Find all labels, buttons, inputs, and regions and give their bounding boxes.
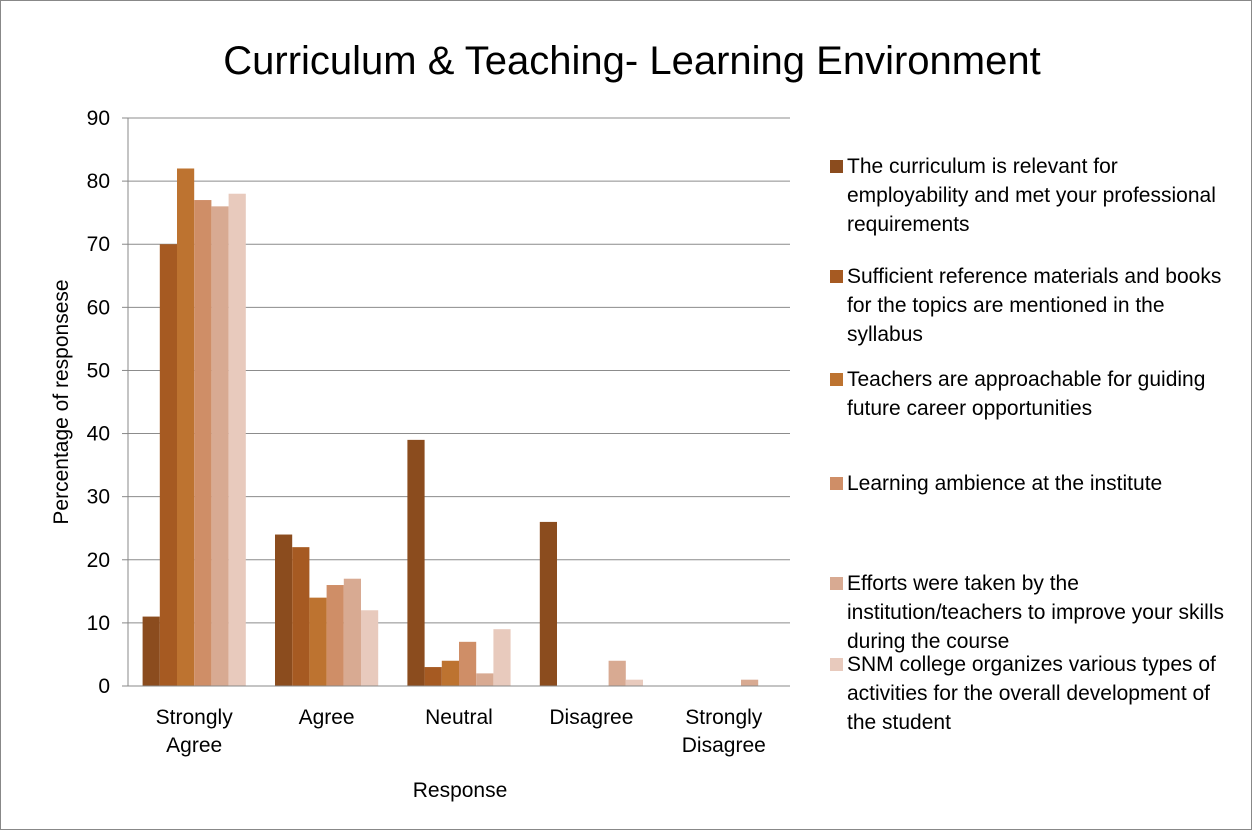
y-axis-title: Percentage of responsese xyxy=(50,279,73,524)
bar xyxy=(177,168,195,686)
x-tick-label: Neutral xyxy=(425,706,493,729)
legend-item: Efforts were taken by the institution/te… xyxy=(830,569,1230,656)
y-tick-label: 70 xyxy=(87,233,110,256)
x-tick-label: Agree xyxy=(299,706,355,729)
x-axis-title: Response xyxy=(413,779,508,802)
bar xyxy=(539,521,557,686)
x-tick-label: Strongly Disagree xyxy=(682,706,766,757)
legend-swatch xyxy=(830,373,843,386)
bar xyxy=(343,578,361,686)
bar xyxy=(741,679,759,686)
legend-item: Teachers are approachable for guiding fu… xyxy=(830,365,1230,423)
legend-swatch xyxy=(830,477,843,490)
legend-item: Sufficient reference materials and books… xyxy=(830,262,1230,349)
y-tick-label: 20 xyxy=(87,549,110,572)
bar xyxy=(309,597,327,686)
bar xyxy=(625,679,643,686)
x-tick-label: Strongly Agree xyxy=(156,706,234,757)
bar xyxy=(424,667,442,686)
y-tick-label: 0 xyxy=(98,675,110,698)
bar xyxy=(142,616,160,686)
y-tick-label: 40 xyxy=(87,423,110,446)
bar xyxy=(194,200,212,687)
y-tick-label: 30 xyxy=(87,486,110,509)
bar xyxy=(441,660,459,686)
bar xyxy=(608,660,626,686)
bar xyxy=(361,610,379,686)
legend-label: The curriculum is relevant for employabi… xyxy=(847,155,1216,236)
legend-label: Efforts were taken by the institution/te… xyxy=(847,572,1224,653)
y-tick-label: 80 xyxy=(87,170,110,193)
legend-item: SNM college organizes various types of a… xyxy=(830,650,1230,737)
legend-swatch xyxy=(830,577,843,590)
bar xyxy=(211,206,229,686)
bar xyxy=(159,244,177,686)
legend-item: Learning ambience at the institute xyxy=(830,469,1230,498)
bar xyxy=(292,547,310,686)
y-tick-label: 10 xyxy=(87,612,110,635)
y-tick-label: 50 xyxy=(87,359,110,382)
y-tick-label: 90 xyxy=(87,107,110,130)
bar xyxy=(476,673,494,686)
legend-label: Sufficient reference materials and books… xyxy=(847,265,1222,346)
legend-swatch xyxy=(830,160,843,173)
bar xyxy=(459,641,477,686)
x-tick-label: Disagree xyxy=(549,706,633,729)
chart-title: Curriculum & Teaching- Learning Environm… xyxy=(223,39,1040,83)
legend-item: The curriculum is relevant for employabi… xyxy=(830,152,1230,239)
bar xyxy=(326,585,344,686)
legend-swatch xyxy=(830,270,843,283)
legend-label: SNM college organizes various types of a… xyxy=(847,653,1216,734)
bar xyxy=(493,629,511,686)
legend-label: Learning ambience at the institute xyxy=(847,472,1163,495)
bar xyxy=(275,534,293,686)
y-tick-label: 60 xyxy=(87,296,110,319)
bar xyxy=(407,439,425,686)
legend-swatch xyxy=(830,658,843,671)
legend-label: Teachers are approachable for guiding fu… xyxy=(847,368,1206,420)
bar xyxy=(228,193,246,686)
